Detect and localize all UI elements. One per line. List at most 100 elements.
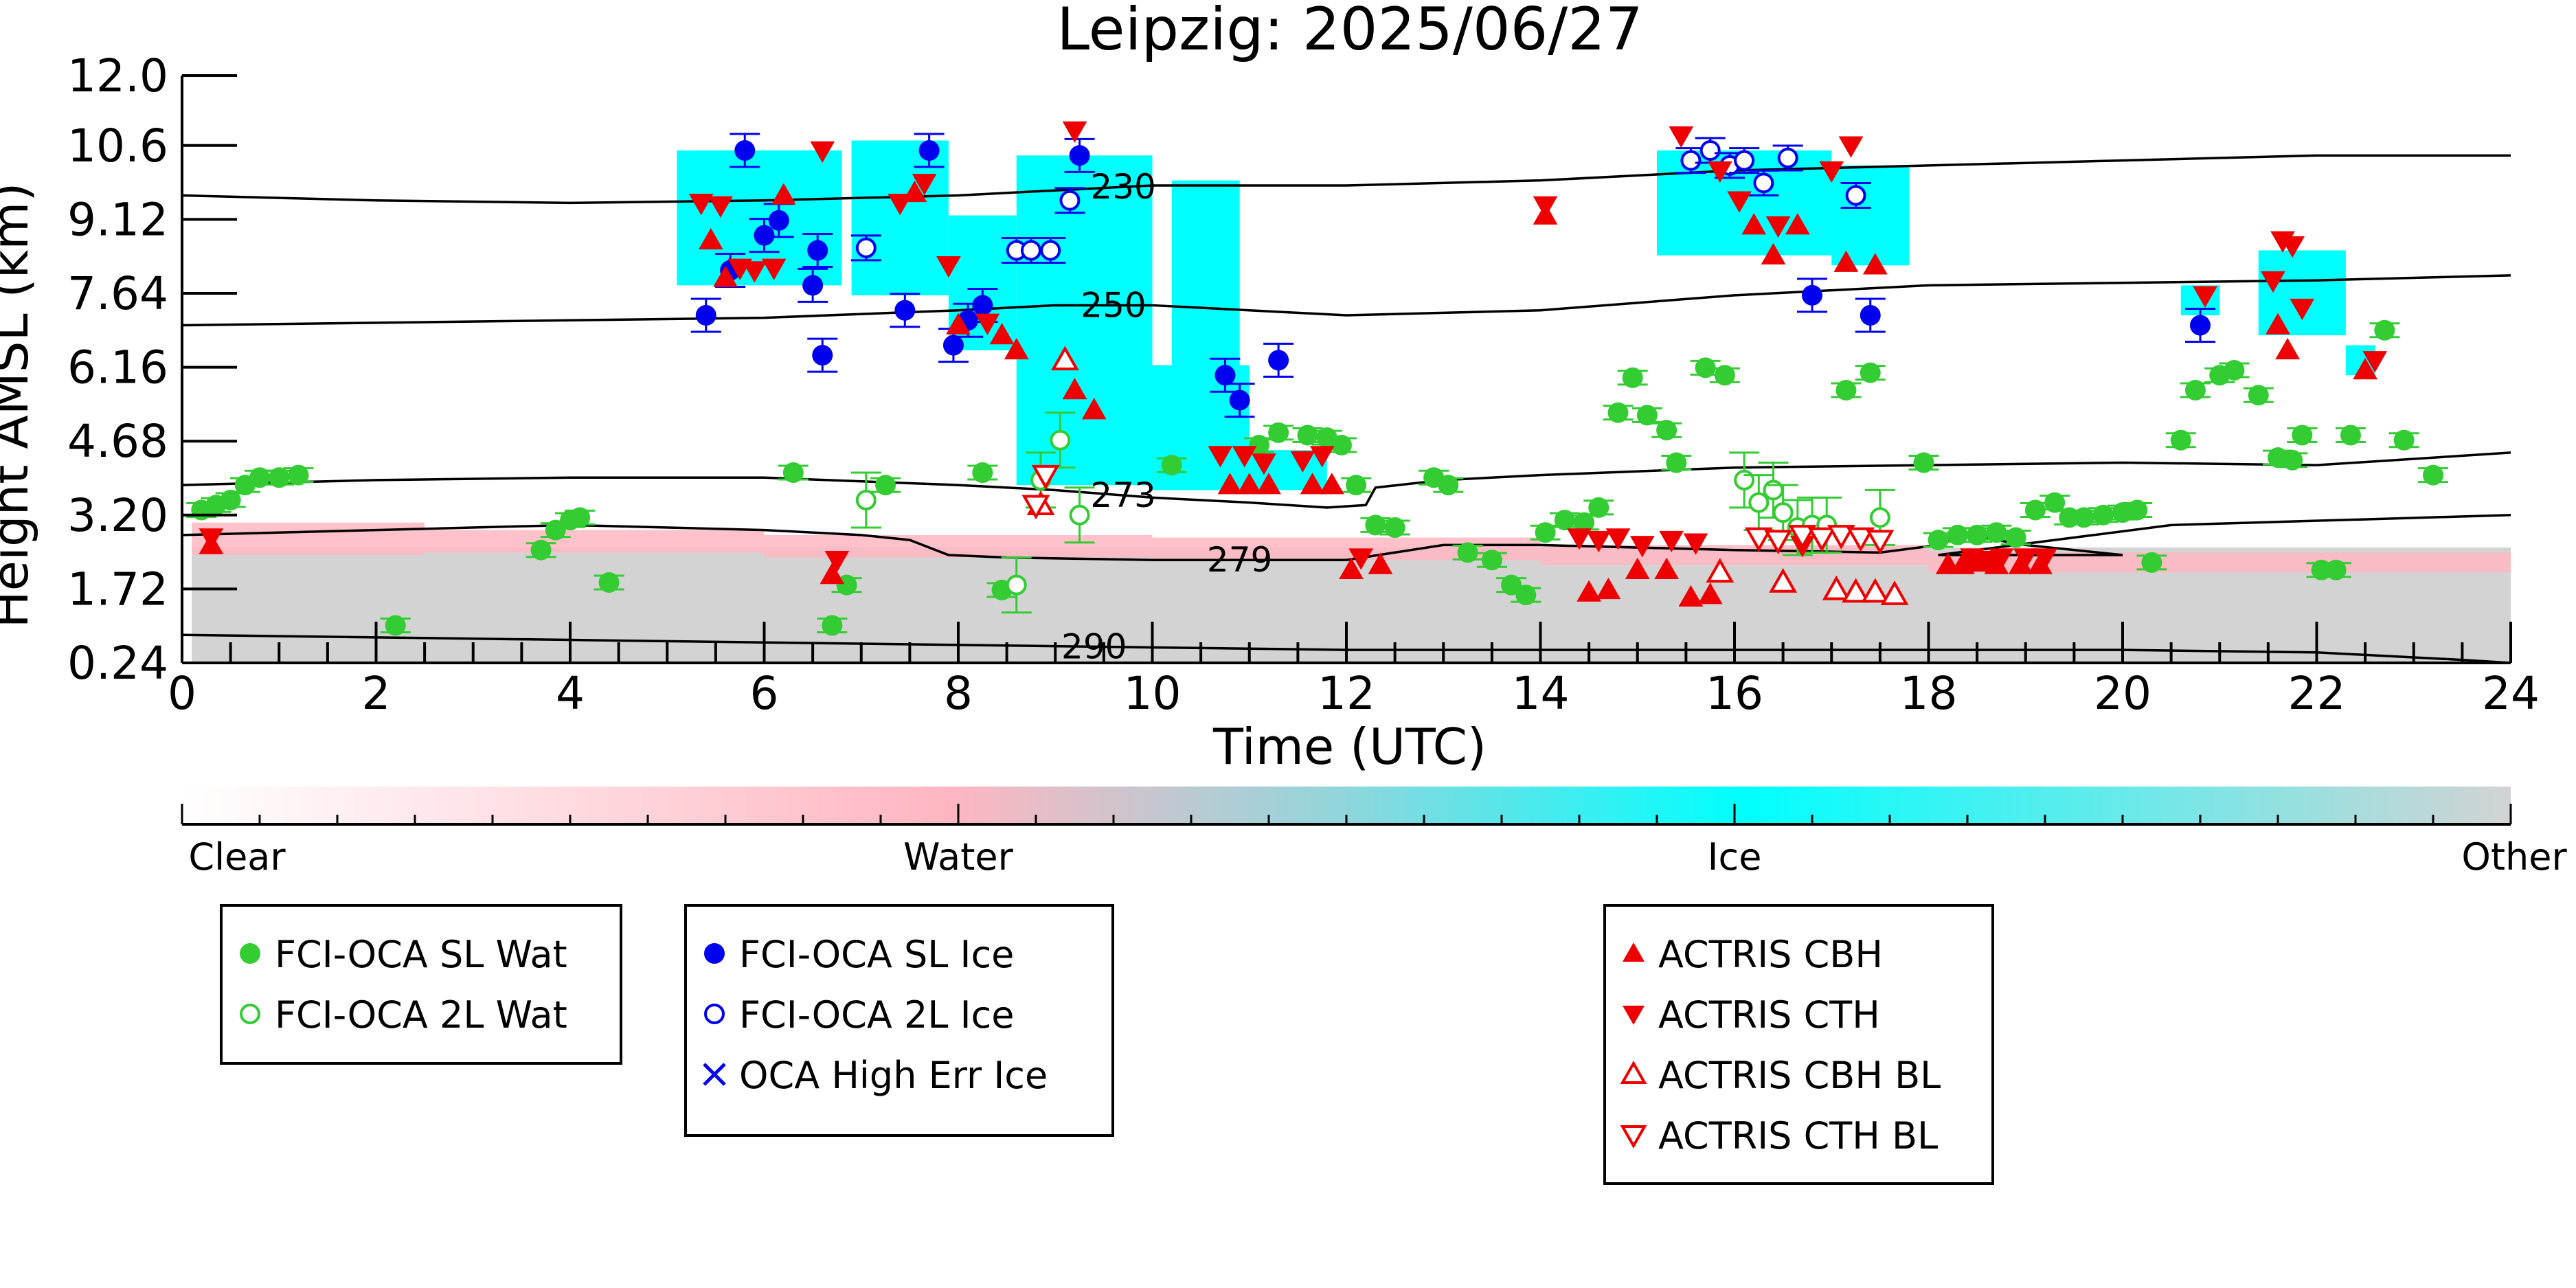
point-fci-oca-sl-ice — [807, 240, 828, 261]
point-actris-cth — [810, 141, 835, 163]
point-fci-oca-sl-wat — [1860, 362, 1881, 383]
point-actris-cth — [1567, 528, 1592, 550]
legend-label: FCI-OCA SL Wat — [275, 933, 567, 976]
point-actris-cbh — [1256, 473, 1281, 495]
point-actris-cbh — [1062, 378, 1087, 400]
class-band-ice — [1171, 180, 1240, 475]
point-fci-oca-sl-wat — [1268, 422, 1289, 443]
point-actris-cbh — [2275, 337, 2300, 360]
contour-label-230: 230 — [1090, 167, 1155, 207]
point-fci-oca-sl-wat — [1714, 365, 1735, 386]
x-tick-label: 2 — [362, 667, 391, 720]
cloud-classification-background — [192, 140, 2511, 663]
point-actris-cth — [1669, 126, 1694, 148]
point-actris-cbh — [1339, 557, 1364, 580]
point-fci-oca-sl-ice — [1214, 365, 1236, 386]
point-fci-oca-sl-wat — [1656, 420, 1677, 441]
point-actris-cbh — [1654, 557, 1679, 580]
contour-label-250: 250 — [1081, 285, 1146, 325]
point-actris-cth — [1533, 196, 1558, 218]
legend-marker-actris-cbh-bl — [1620, 1060, 1647, 1084]
point-fci-oca-sl-wat — [2325, 559, 2347, 580]
contour-label-273: 273 — [1090, 475, 1155, 515]
point-actris-cth — [1232, 446, 1257, 468]
class-band-water — [192, 522, 425, 555]
point-actris-cth-bl — [1021, 495, 1050, 520]
point-fci-oca-sl-ice — [2190, 315, 2211, 336]
point-actris-cth — [1062, 121, 1087, 143]
point-fci-oca-sl-wat — [1913, 452, 1934, 473]
x-tick-label: 16 — [1706, 667, 1763, 720]
class-band-ice — [2258, 250, 2346, 336]
point-actris-cth — [1586, 530, 1612, 553]
point-fci-oca-sl-wat — [1947, 524, 1968, 545]
y-tick-label: 3.20 — [67, 489, 168, 542]
legend-label: FCI-OCA 2L Wat — [275, 993, 567, 1037]
point-actris-cbh — [1741, 213, 1767, 235]
class-band-water — [1540, 545, 1929, 565]
point-fci-oca-2l-ice — [1734, 150, 1755, 171]
point-fci-oca-sl-ice — [1860, 304, 1881, 326]
point-fci-oca-sl-wat — [1346, 475, 1367, 496]
point-fci-oca-sl-wat — [598, 572, 620, 593]
x-tick-label: 10 — [1124, 667, 1182, 720]
point-fci-oca-sl-wat — [1695, 357, 1716, 379]
point-fci-oca-sl-wat — [545, 519, 566, 541]
x-tick-label: 18 — [1900, 667, 1958, 720]
point-fci-oca-2l-ice — [1753, 172, 1774, 194]
y-tick-label: 12.0 — [67, 49, 168, 102]
point-actris-cbh-bl — [1842, 578, 1871, 603]
point-actris-cbh — [1368, 552, 1393, 574]
data-points — [186, 121, 2448, 636]
point-actris-cth — [199, 528, 224, 550]
x-tick-label: 6 — [750, 667, 779, 720]
x-tick-label: 24 — [2482, 667, 2540, 720]
contour-label-279: 279 — [1207, 540, 1272, 580]
point-fci-oca-sl-ice — [1229, 389, 1250, 411]
point-actris-cth — [708, 196, 733, 218]
point-actris-cth — [936, 256, 961, 278]
point-fci-oca-sl-ice — [812, 345, 833, 366]
point-fci-oca-sl-wat — [530, 539, 552, 561]
point-actris-cbh-bl — [1880, 580, 1909, 605]
x-tick-label: 8 — [944, 667, 973, 720]
point-fci-oca-sl-ice — [754, 225, 775, 246]
contour-279 — [181, 514, 2511, 561]
point-fci-oca-sl-wat — [2374, 319, 2395, 341]
point-fci-oca-sl-wat — [1666, 452, 1687, 473]
point-actris-cth — [888, 194, 913, 216]
legend-label: ACTRIS CTH — [1658, 993, 1880, 1037]
point-actris-cth-bl — [1827, 525, 1855, 550]
point-fci-oca-sl-wat — [2393, 429, 2415, 451]
point-fci-oca-2l-ice — [1020, 240, 1041, 261]
class-band-water — [764, 534, 1153, 558]
point-fci-oca-sl-wat — [2127, 499, 2148, 521]
point-actris-cth — [1974, 550, 2000, 573]
point-actris-cth — [824, 550, 850, 573]
class-band-ice — [1831, 165, 1910, 266]
point-fci-oca-sl-wat — [822, 615, 843, 636]
point-actris-cbh — [713, 265, 738, 287]
point-actris-cth — [742, 261, 767, 283]
point-actris-cbh — [698, 227, 723, 250]
x-tick-label: 12 — [1318, 667, 1375, 720]
point-fci-oca-sl-ice — [1268, 350, 1289, 371]
point-actris-cth — [2362, 351, 2388, 373]
y-tick-label: 4.68 — [67, 415, 168, 468]
point-fci-oca-sl-ice — [894, 300, 916, 321]
point-fci-oca-sl-ice — [1802, 284, 1822, 306]
contour-273 — [181, 451, 2511, 509]
point-fci-oca-sl-wat — [385, 615, 406, 636]
legend-box-1 — [220, 904, 622, 1065]
point-fci-oca-sl-ice — [918, 140, 940, 161]
point-fci-oca-sl-ice — [734, 140, 756, 161]
point-fci-oca-sl-wat — [2311, 559, 2332, 580]
point-fci-oca-sl-wat — [569, 507, 591, 528]
point-fci-oca-sl-wat — [1365, 515, 1386, 536]
point-actris-cth — [1765, 216, 1791, 238]
point-actris-cbh — [1950, 552, 1975, 574]
point-fci-oca-2l-wat — [855, 489, 877, 510]
legend-marker-fci-oca-sl-ice — [704, 943, 725, 964]
legend-box-3 — [1603, 904, 1994, 1185]
point-fci-oca-sl-wat — [1986, 522, 2007, 543]
